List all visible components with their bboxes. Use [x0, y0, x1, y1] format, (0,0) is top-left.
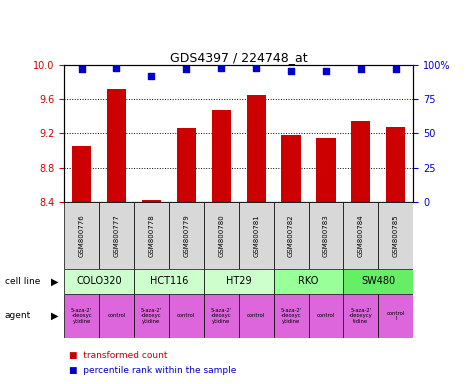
- Bar: [107, 89, 126, 202]
- Text: GSM800779: GSM800779: [183, 214, 190, 257]
- Text: control: control: [247, 313, 265, 318]
- Point: [218, 65, 225, 71]
- Text: GSM800783: GSM800783: [323, 214, 329, 257]
- Text: ▶: ▶: [51, 276, 58, 286]
- Bar: [177, 128, 196, 202]
- Text: agent: agent: [5, 311, 31, 320]
- Point: [252, 65, 260, 71]
- Bar: [204, 294, 238, 338]
- Text: ■  percentile rank within the sample: ■ percentile rank within the sample: [69, 366, 236, 375]
- Bar: [274, 269, 343, 294]
- Text: SW480: SW480: [361, 276, 395, 286]
- Bar: [343, 202, 379, 269]
- Bar: [99, 202, 134, 269]
- Point: [182, 66, 190, 73]
- Bar: [99, 294, 134, 338]
- Bar: [238, 202, 274, 269]
- Text: 5-aza-2'
-deoxyc
ytidine: 5-aza-2' -deoxyc ytidine: [210, 308, 232, 324]
- Bar: [169, 294, 204, 338]
- Text: control
l: control l: [387, 311, 405, 321]
- Point: [357, 66, 365, 73]
- Text: COLO320: COLO320: [76, 276, 122, 286]
- Bar: [72, 146, 91, 202]
- Text: GSM800778: GSM800778: [148, 214, 154, 257]
- Text: HCT116: HCT116: [150, 276, 188, 286]
- Text: control: control: [177, 313, 195, 318]
- Bar: [309, 202, 343, 269]
- Text: GSM800777: GSM800777: [114, 214, 120, 257]
- Bar: [204, 269, 274, 294]
- Text: 5-aza-2'
-deoxyc
ytidine: 5-aza-2' -deoxyc ytidine: [141, 308, 162, 324]
- Text: 5-aza-2'
-deoxyc
ytidine: 5-aza-2' -deoxyc ytidine: [280, 308, 302, 324]
- Bar: [64, 269, 134, 294]
- Bar: [343, 269, 413, 294]
- Point: [322, 68, 330, 74]
- Text: HT29: HT29: [226, 276, 251, 286]
- Bar: [212, 109, 231, 202]
- Bar: [134, 294, 169, 338]
- Bar: [343, 294, 379, 338]
- Bar: [379, 202, 413, 269]
- Bar: [204, 202, 238, 269]
- Bar: [316, 138, 335, 202]
- Text: cell line: cell line: [5, 277, 40, 286]
- Text: GSM800782: GSM800782: [288, 214, 294, 257]
- Text: ■  transformed count: ■ transformed count: [69, 351, 167, 360]
- Text: 5-aza-2'
-deoxyc
ytidine: 5-aza-2' -deoxyc ytidine: [71, 308, 92, 324]
- Bar: [134, 202, 169, 269]
- Bar: [247, 95, 266, 202]
- Bar: [309, 294, 343, 338]
- Text: 5-aza-2'
-deoxycy
tidine: 5-aza-2' -deoxycy tidine: [349, 308, 373, 324]
- Text: ▶: ▶: [51, 311, 58, 321]
- Bar: [169, 202, 204, 269]
- Point: [78, 66, 86, 73]
- Bar: [379, 294, 413, 338]
- Point: [148, 73, 155, 79]
- Bar: [386, 127, 405, 202]
- Text: control: control: [317, 313, 335, 318]
- Text: GSM800781: GSM800781: [253, 214, 259, 257]
- Title: GDS4397 / 224748_at: GDS4397 / 224748_at: [170, 51, 307, 64]
- Bar: [142, 200, 161, 202]
- Text: GSM800776: GSM800776: [78, 214, 85, 257]
- Text: RKO: RKO: [298, 276, 319, 286]
- Bar: [274, 202, 309, 269]
- Bar: [238, 294, 274, 338]
- Bar: [282, 135, 301, 202]
- Bar: [64, 294, 99, 338]
- Point: [287, 68, 295, 74]
- Bar: [352, 121, 370, 202]
- Point: [392, 66, 399, 73]
- Text: GSM800780: GSM800780: [218, 214, 224, 257]
- Text: GSM800784: GSM800784: [358, 214, 364, 257]
- Bar: [274, 294, 309, 338]
- Bar: [134, 269, 204, 294]
- Bar: [64, 202, 99, 269]
- Text: GSM800785: GSM800785: [393, 214, 399, 257]
- Text: control: control: [107, 313, 125, 318]
- Point: [113, 65, 120, 71]
